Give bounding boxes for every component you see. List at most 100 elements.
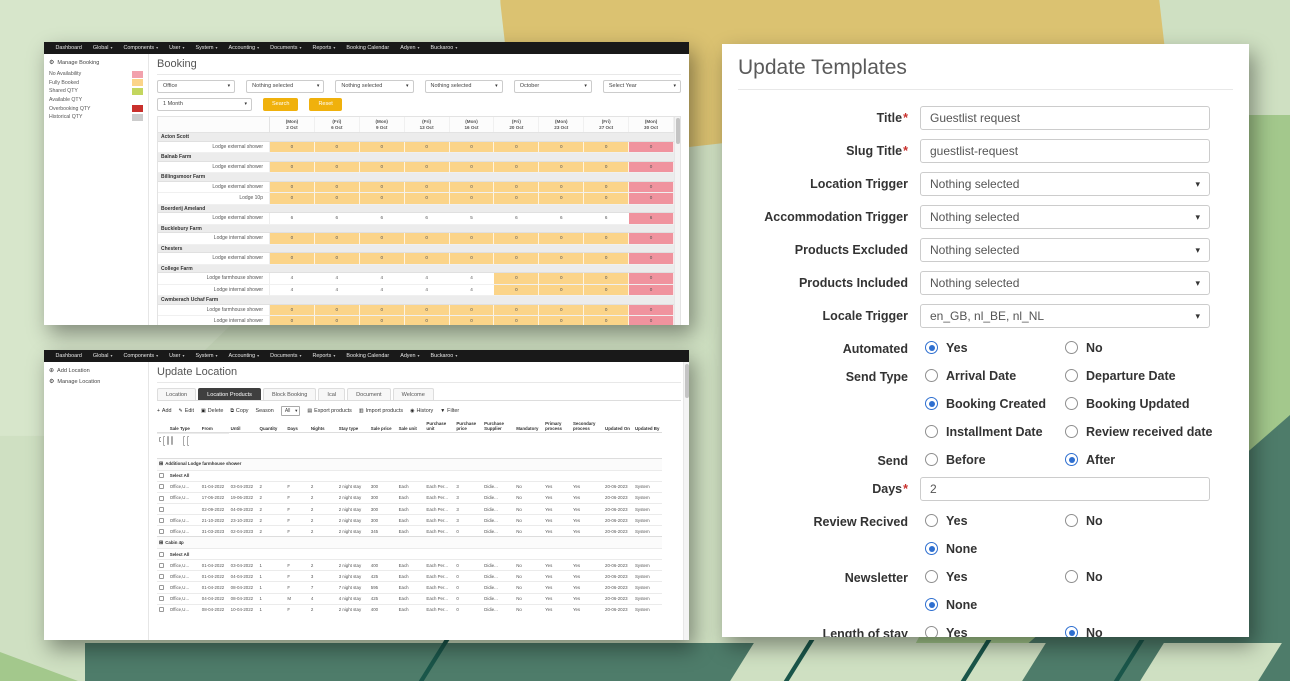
- row-checkbox[interactable]: [159, 484, 164, 490]
- radio-option-send-after[interactable]: After: [1060, 453, 1200, 467]
- tab-location[interactable]: Location: [157, 388, 197, 400]
- row-checkbox[interactable]: [159, 495, 164, 501]
- availability-cell[interactable]: 0: [359, 161, 405, 173]
- toolbar-export-products[interactable]: ▤ Export products: [307, 408, 352, 414]
- availability-cell[interactable]: 0: [449, 161, 495, 173]
- availability-cell[interactable]: 0: [494, 253, 540, 264]
- radio-before[interactable]: [925, 453, 938, 466]
- filter-select-nights[interactable]: -▾: [183, 436, 185, 447]
- radio-option-automated-yes[interactable]: Yes: [920, 341, 1060, 355]
- radio-option-send-type-booking-updated[interactable]: Booking Updated: [1060, 397, 1200, 411]
- row-checkbox[interactable]: [159, 551, 164, 557]
- availability-cell[interactable]: 4: [359, 284, 405, 295]
- availability-cell[interactable]: 0: [449, 193, 495, 204]
- availability-cell[interactable]: 0: [404, 141, 450, 153]
- vertical-scrollbar[interactable]: [674, 117, 680, 325]
- availability-cell[interactable]: 4: [270, 284, 315, 295]
- availability-cell[interactable]: 0: [359, 316, 405, 325]
- availability-cell[interactable]: 0: [494, 316, 540, 325]
- toolbar-import-products[interactable]: ▥ Import products: [359, 408, 403, 414]
- availability-cell[interactable]: 0: [494, 273, 540, 284]
- availability-cell[interactable]: 0: [314, 304, 360, 315]
- availability-cell[interactable]: 0: [314, 316, 360, 325]
- tab-ical[interactable]: Ical: [318, 388, 346, 400]
- availability-cell[interactable]: 0: [629, 141, 675, 153]
- nav-item-accounting[interactable]: Accounting ▾: [228, 353, 260, 359]
- availability-cell[interactable]: 0: [584, 273, 630, 284]
- nav-item-system[interactable]: System ▾: [195, 45, 218, 51]
- availability-row[interactable]: Lodge internal shower 4 4 4 4 4 0 0 0 0: [158, 284, 680, 296]
- availability-row[interactable]: Lodge 10p 0 0 0 0 0 0 0 0 0: [158, 193, 680, 205]
- radio-option-send-type-departure-date[interactable]: Departure Date: [1060, 369, 1200, 383]
- availability-cell[interactable]: 6: [539, 213, 585, 224]
- period-select[interactable]: 1 Month ▾: [157, 98, 252, 111]
- availability-cell[interactable]: 0: [359, 253, 405, 264]
- radio-option-newsletter-yes[interactable]: Yes: [920, 570, 1060, 584]
- availability-cell[interactable]: 0: [539, 193, 585, 204]
- availability-cell[interactable]: 0: [494, 233, 540, 244]
- radio-arrival-date[interactable]: [925, 369, 938, 382]
- product-row[interactable]: Office,U... 08-04-2022 10-04-2022 1 F 2 2 nigh…: [157, 603, 662, 615]
- availability-cell[interactable]: 0: [539, 181, 585, 193]
- availability-row[interactable]: Lodge farmhouse shower 0 0 0 0 0 0 0 0 0: [158, 304, 680, 316]
- availability-cell[interactable]: 0: [404, 161, 450, 173]
- availability-cell[interactable]: 0: [270, 316, 315, 325]
- radio-option-newsletter-no[interactable]: No: [1060, 570, 1200, 584]
- tab-welcome[interactable]: Welcome: [392, 388, 434, 400]
- vertical-scrollbar[interactable]: [683, 362, 689, 640]
- availability-cell[interactable]: 0: [584, 181, 630, 193]
- nav-item-components[interactable]: Components ▾: [123, 353, 159, 359]
- radio-yes[interactable]: [925, 626, 938, 637]
- availability-cell[interactable]: 0: [539, 141, 585, 153]
- availability-cell[interactable]: 4: [270, 273, 315, 284]
- toolbar-add[interactable]: + Add: [157, 408, 172, 414]
- availability-cell[interactable]: 0: [359, 181, 405, 193]
- availability-cell[interactable]: 4: [449, 273, 495, 284]
- radio-none-selected[interactable]: [925, 542, 938, 555]
- product-row[interactable]: Office,U... 31-03-2023 02-04-2023 2 F 2 2 nigh…: [157, 525, 662, 537]
- availability-cell[interactable]: 0: [314, 141, 360, 153]
- product-row[interactable]: Office,U... 17-06-2022 19-06-2022 2 F 2 2 nigh…: [157, 491, 662, 504]
- availability-row[interactable]: Lodge external shower 6 6 6 6 5 6 6 6 6: [158, 213, 680, 225]
- availability-row[interactable]: Lodge farmhouse shower 4 4 4 4 4 0 0 0 0: [158, 273, 680, 285]
- availability-cell[interactable]: 0: [629, 253, 675, 264]
- nav-item-user[interactable]: User ▾: [169, 45, 185, 51]
- availability-cell[interactable]: 0: [539, 284, 585, 295]
- nav-item-global[interactable]: Global ▾: [92, 353, 113, 359]
- radio-option-newsletter-none[interactable]: None: [920, 598, 1060, 612]
- availability-cell[interactable]: 0: [584, 253, 630, 264]
- availability-cell[interactable]: 0: [494, 304, 540, 315]
- availability-cell[interactable]: 0: [584, 284, 630, 295]
- row-checkbox[interactable]: [159, 506, 164, 512]
- radio-review-received-date[interactable]: [1065, 425, 1078, 438]
- filter-select-stay_type[interactable]: -▾: [187, 436, 189, 447]
- filter-select-5[interactable]: October ▾: [513, 80, 592, 93]
- availability-cell[interactable]: 0: [270, 161, 315, 173]
- slug-title-input[interactable]: guestlist-request: [920, 139, 1210, 163]
- availability-cell[interactable]: 0: [539, 304, 585, 315]
- availability-cell[interactable]: 6: [584, 213, 630, 224]
- row-checkbox[interactable]: [159, 562, 164, 568]
- availability-cell[interactable]: 0: [270, 181, 315, 193]
- tab-block-booking[interactable]: Block Booking: [262, 388, 317, 400]
- radio-option-send-type-booking-created[interactable]: Booking Created: [920, 397, 1060, 411]
- availability-cell[interactable]: 5: [449, 213, 495, 224]
- nav-item-reports[interactable]: Reports ▾: [312, 353, 336, 359]
- availability-row[interactable]: Lodge internal shower 0 0 0 0 0 0 0 0 0: [158, 233, 680, 245]
- nav-item-components[interactable]: Components ▾: [123, 45, 159, 51]
- radio-option-send-type-arrival-date[interactable]: Arrival Date: [920, 369, 1060, 383]
- radio-yes-selected[interactable]: [925, 341, 938, 354]
- availability-cell[interactable]: 4: [314, 273, 360, 284]
- availability-cell[interactable]: 4: [314, 284, 360, 295]
- availability-cell[interactable]: 0: [270, 233, 315, 244]
- product-row[interactable]: Office,U... 21-10-2022 23-10-2022 2 F 2 2 nigh…: [157, 514, 662, 526]
- availability-cell[interactable]: 0: [584, 233, 630, 244]
- availability-cell[interactable]: 0: [270, 141, 315, 153]
- availability-cell[interactable]: 0: [494, 161, 540, 173]
- availability-cell[interactable]: 0: [584, 141, 630, 153]
- availability-cell[interactable]: 6: [314, 213, 360, 224]
- availability-cell[interactable]: 0: [270, 304, 315, 315]
- radio-yes[interactable]: [925, 570, 938, 583]
- availability-cell[interactable]: 0: [629, 233, 675, 244]
- nav-item-booking-calendar[interactable]: Booking Calendar: [346, 45, 390, 51]
